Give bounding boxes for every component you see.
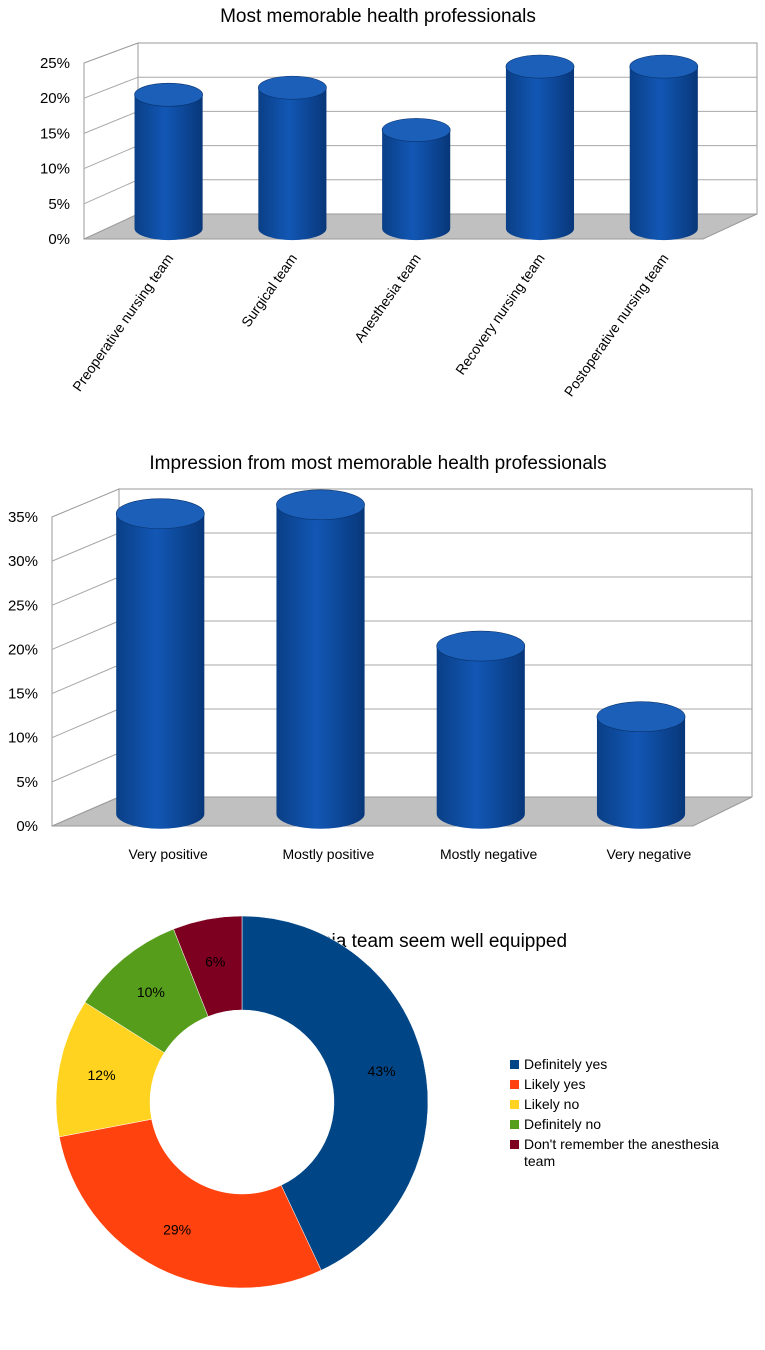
y-tick-label: 15% xyxy=(40,125,70,142)
bar-top xyxy=(276,489,365,521)
bar xyxy=(596,701,686,829)
gridline-side xyxy=(51,620,120,650)
bar-top xyxy=(596,701,686,732)
x-category-label: Anesthesia team xyxy=(351,251,424,346)
gridline-side xyxy=(51,708,120,739)
y-tick-label: 35% xyxy=(8,509,38,526)
bar xyxy=(115,498,205,829)
legend-swatch xyxy=(510,1100,519,1109)
bar-top xyxy=(134,82,203,107)
bar-chart-impression: Impression from most memorable health pr… xyxy=(8,453,753,862)
legend-label: Don't remember the anesthesia team xyxy=(524,1136,719,1169)
y-tick-label: 0% xyxy=(48,231,70,248)
donut-chart-equipment: Did the anesthesia team seem well equipp… xyxy=(55,915,719,1289)
chart-side-wall xyxy=(83,42,139,240)
slice-value-label: 43% xyxy=(368,1063,396,1079)
bar-body xyxy=(116,513,205,829)
bar-body xyxy=(258,87,327,241)
bar xyxy=(276,489,365,829)
y-tick-label: 15% xyxy=(8,686,38,703)
y-tick-label: 25% xyxy=(40,55,70,72)
gridline-side xyxy=(83,179,139,205)
x-category-label: Mostly negative xyxy=(440,846,537,862)
donut-slice xyxy=(241,915,429,1271)
y-tick-label: 20% xyxy=(8,641,38,658)
x-category-label: Preoperative nursing team xyxy=(69,251,176,395)
bar xyxy=(436,630,526,829)
donut-slice xyxy=(59,1118,322,1289)
legend-item: Don't remember the anesthesia team xyxy=(510,1136,719,1169)
slice-value-label: 10% xyxy=(137,984,165,1000)
gridline-side xyxy=(83,145,139,170)
gridline-side xyxy=(51,664,120,695)
chart2-title: Impression from most memorable health pr… xyxy=(149,453,606,474)
chart-side-wall xyxy=(51,488,120,827)
y-tick-label: 10% xyxy=(40,161,70,178)
bar xyxy=(505,54,575,241)
y-tick-label: 5% xyxy=(48,196,70,213)
legend-item: Definitely yes xyxy=(510,1056,607,1072)
bar-top xyxy=(115,498,205,529)
bar-chart-memorable-professionals: Most memorable health professionals 0% 5%… xyxy=(40,6,758,400)
legend-item: Likely yes xyxy=(510,1076,585,1092)
x-category-label: Surgical team xyxy=(238,251,300,330)
legend-label: Definitely yes xyxy=(524,1056,607,1072)
legend-label: Likely no xyxy=(524,1096,579,1112)
bar xyxy=(381,118,451,241)
x-category-label: Very negative xyxy=(606,846,691,862)
y-tick-label: 30% xyxy=(8,553,38,570)
y-tick-label: 5% xyxy=(16,774,38,791)
x-category-label: Mostly positive xyxy=(282,846,374,862)
gridline-side xyxy=(83,76,139,99)
slice-value-label: 6% xyxy=(205,954,225,970)
x-category-label: Very positive xyxy=(128,846,208,862)
gridline-side xyxy=(51,576,120,606)
legend-swatch xyxy=(510,1060,519,1069)
legend-item: Definitely no xyxy=(510,1116,601,1132)
slice-value-label: 12% xyxy=(88,1067,116,1083)
x-category-label: Postoperative nursing team xyxy=(561,251,672,400)
y-tick-label: 25% xyxy=(8,597,38,614)
legend-label: Likely yes xyxy=(524,1076,585,1092)
bar xyxy=(134,82,203,241)
bar-body xyxy=(276,504,365,829)
y-tick-label: 10% xyxy=(8,730,38,747)
bar-body xyxy=(382,129,451,241)
gridline-side xyxy=(51,752,120,783)
x-category-label: Recovery nursing team xyxy=(452,251,548,378)
bar-top xyxy=(629,54,699,79)
legend-swatch xyxy=(510,1140,519,1149)
chart1-title: Most memorable health professionals xyxy=(220,6,536,27)
bar-body xyxy=(505,66,575,241)
y-tick-label: 20% xyxy=(40,90,70,107)
bar xyxy=(629,54,699,241)
gridline-side xyxy=(83,110,139,134)
bar-body xyxy=(134,94,203,241)
legend-swatch xyxy=(510,1120,519,1129)
bar-body xyxy=(436,646,525,829)
bar-top xyxy=(436,630,526,662)
slice-value-label: 29% xyxy=(163,1221,191,1237)
y-tick-label: 0% xyxy=(16,818,38,835)
bar xyxy=(258,75,327,241)
bar-top xyxy=(258,75,327,100)
donut-slice xyxy=(173,915,243,1017)
bar-body xyxy=(629,66,698,241)
bar-body xyxy=(596,716,686,829)
legend-swatch xyxy=(510,1080,519,1089)
gridline-side xyxy=(51,532,120,562)
legend-label: Definitely no xyxy=(524,1116,601,1132)
legend-item: Likely no xyxy=(510,1096,579,1112)
bar-top xyxy=(381,118,451,142)
bar-top xyxy=(505,54,575,79)
